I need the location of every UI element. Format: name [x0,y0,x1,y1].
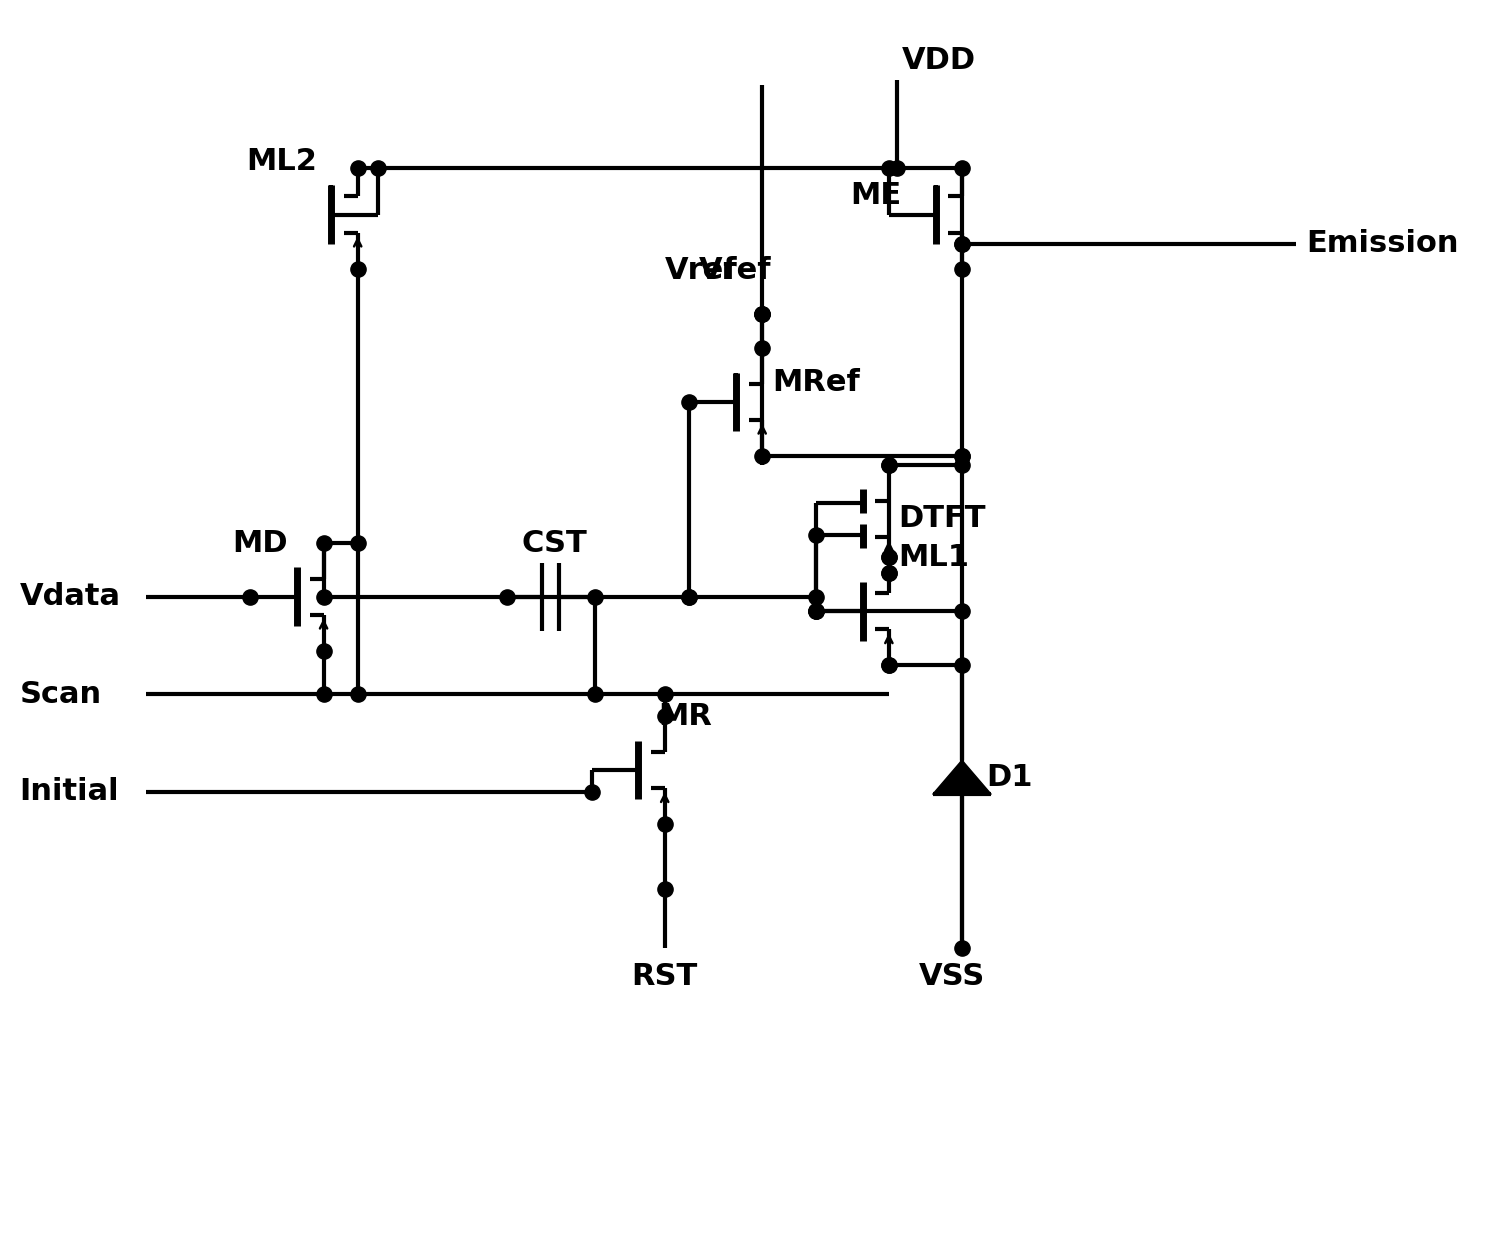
Point [346,158,370,178]
Point [950,937,974,957]
Point [950,446,974,466]
Point [583,587,607,607]
Point [877,547,901,567]
Point [877,455,901,475]
Text: D1: D1 [987,763,1033,791]
Point [346,684,370,704]
Text: ME: ME [850,181,902,209]
Point [877,455,901,475]
Point [653,684,677,704]
Text: Scan: Scan [19,679,101,709]
Point [346,259,370,279]
Text: VSS: VSS [918,962,986,991]
Point [750,304,774,324]
Text: MD: MD [233,528,288,557]
Point [495,587,519,607]
Text: DTFT: DTFT [899,505,986,533]
Text: ML1: ML1 [899,543,969,572]
Point [804,602,828,622]
Point [312,587,335,607]
Point [950,259,974,279]
Point [877,563,901,583]
Point [239,587,262,607]
Point [312,684,335,704]
Point [653,815,677,835]
Point [653,706,677,726]
Point [804,587,828,607]
Point [750,338,774,358]
Point [580,781,604,801]
Text: Emission: Emission [1306,229,1458,258]
Point [750,304,774,324]
Text: Vref: Vref [665,255,737,285]
Polygon shape [933,760,992,794]
Point [677,587,701,607]
Text: Vref: Vref [699,255,771,284]
Point [677,587,701,607]
Text: MR: MR [658,701,711,731]
Point [877,655,901,675]
Point [804,602,828,622]
Point [877,158,901,178]
Point [884,158,908,178]
Text: CST: CST [522,528,587,557]
Point [367,158,391,178]
Point [750,304,774,324]
Point [877,563,901,583]
Point [950,455,974,475]
Text: ML2: ML2 [246,147,316,176]
Text: VDD: VDD [902,46,975,75]
Point [804,602,828,622]
Point [312,532,335,552]
Point [346,532,370,552]
Point [583,684,607,704]
Point [877,655,901,675]
Point [750,446,774,466]
Text: Initial: Initial [19,778,119,806]
Point [312,640,335,660]
Point [804,525,828,545]
Point [677,391,701,411]
Point [950,234,974,254]
Point [950,158,974,178]
Text: Vdata: Vdata [19,582,121,612]
Text: MRef: MRef [772,368,860,396]
Text: RST: RST [632,962,698,991]
Point [950,655,974,675]
Point [653,880,677,900]
Point [950,446,974,466]
Point [950,602,974,622]
Point [950,234,974,254]
Point [877,547,901,567]
